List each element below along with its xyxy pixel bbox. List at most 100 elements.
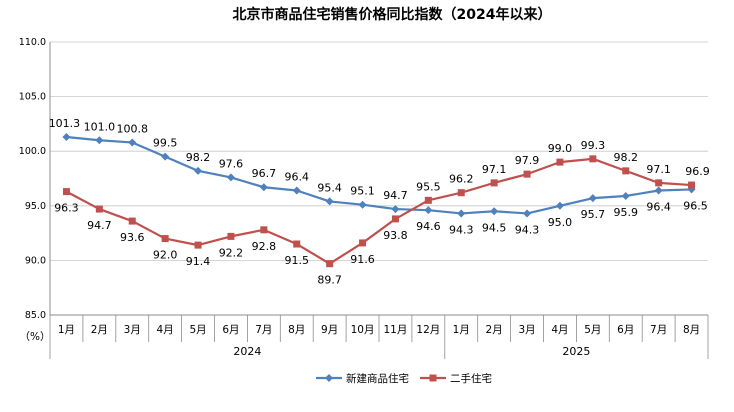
data-point	[260, 226, 268, 234]
data-label: 96.9	[685, 165, 710, 178]
data-label: 96.4	[646, 201, 671, 214]
data-point	[523, 209, 532, 218]
data-point	[391, 205, 400, 214]
data-point	[325, 197, 334, 206]
data-label: 91.5	[285, 254, 310, 267]
data-label: 92.0	[153, 249, 178, 262]
x-tick-label: 11月	[384, 324, 408, 336]
data-point	[161, 235, 169, 243]
y-tick-label: 100.0	[19, 146, 46, 157]
data-point	[194, 241, 202, 249]
legend-marker	[325, 374, 333, 382]
data-labels: 101.3 101.0 100.8 99.5 98.2 97.6 96.7 96.4 95.4 9…	[49, 117, 710, 287]
data-label: 96.2	[449, 173, 474, 186]
data-point	[391, 215, 399, 223]
x-tick-label: 9月	[321, 324, 338, 336]
data-point	[424, 196, 432, 204]
data-label: 96.7	[252, 167, 277, 180]
x-tick-label: 7月	[255, 324, 272, 336]
data-label: 96.3	[54, 202, 79, 215]
year-label: 2025	[562, 345, 590, 358]
data-point	[128, 217, 136, 225]
data-point	[227, 232, 235, 240]
data-label: 94.5	[482, 221, 507, 234]
x-tick-label: 1月	[58, 324, 75, 336]
x-tick-label: 1月	[453, 324, 470, 336]
data-label: 98.2	[186, 151, 211, 164]
series-line-0	[66, 135, 692, 215]
data-point	[259, 183, 268, 192]
y-tick-label: 95.0	[25, 201, 46, 212]
data-label: 95.4	[317, 181, 342, 194]
data-label: 99.3	[581, 139, 606, 152]
data-label: 92.8	[252, 240, 277, 253]
data-point	[490, 179, 498, 187]
data-label: 99.0	[548, 142, 573, 155]
data-point	[621, 191, 630, 200]
x-tick-label: 7月	[650, 324, 667, 336]
series-layer	[62, 133, 696, 268]
data-label: 97.9	[515, 154, 540, 167]
data-point	[161, 152, 170, 161]
data-point	[62, 188, 70, 196]
gridlines	[50, 41, 708, 261]
data-label: 93.6	[120, 231, 145, 244]
x-tick-label: 3月	[124, 324, 141, 336]
data-label: 97.1	[646, 163, 671, 176]
data-label: 95.0	[548, 216, 573, 229]
data-label: 101.0	[84, 120, 116, 133]
legend-label: 新建商品住宅	[346, 372, 409, 385]
data-point	[457, 209, 466, 218]
data-label: 96.5	[683, 199, 708, 212]
x-tick-label: 6月	[222, 324, 239, 336]
y-tick-label: 105.0	[19, 92, 46, 103]
data-point	[622, 167, 630, 175]
data-point	[588, 194, 597, 203]
year-label: 2024	[233, 345, 261, 358]
data-label: 96.4	[285, 171, 310, 184]
data-label: 94.6	[416, 220, 441, 233]
data-label: 94.7	[383, 189, 408, 202]
data-point	[655, 179, 663, 187]
data-label: 101.3	[49, 117, 81, 130]
data-label: 95.7	[581, 208, 606, 221]
data-point	[194, 166, 203, 175]
y-axis: 85.0 90.0 95.0 100.0 105.0 110.0	[19, 37, 51, 321]
legend-marker	[429, 374, 437, 382]
data-label: 91.4	[186, 255, 211, 268]
x-tick-label: 10月	[351, 324, 375, 336]
data-point	[523, 170, 531, 178]
data-point	[62, 133, 71, 142]
data-point	[293, 240, 301, 248]
x-tick-label: 12月	[416, 324, 440, 336]
data-point	[589, 155, 597, 163]
data-label: 95.5	[416, 180, 441, 193]
x-tick-label: 4月	[157, 324, 174, 336]
data-point	[457, 189, 465, 197]
data-point	[424, 206, 433, 215]
data-label: 95.9	[614, 206, 639, 219]
data-label: 94.7	[87, 219, 112, 232]
y-tick-label: 85.0	[25, 310, 46, 321]
data-point	[555, 201, 564, 210]
data-point	[95, 205, 103, 213]
data-label: 97.1	[482, 163, 507, 176]
series-line-1	[65, 157, 692, 265]
y-tick-label: 110.0	[19, 37, 46, 48]
chart-title: 北京市商品住宅销售价格同比指数（2024年以来）	[233, 6, 552, 23]
x-tick-label: 5月	[584, 324, 601, 336]
data-point	[556, 158, 564, 166]
y-unit-label: （%）	[20, 331, 51, 343]
data-label: 100.8	[117, 122, 149, 135]
x-tick-label: 3月	[518, 324, 535, 336]
data-point	[95, 136, 104, 145]
data-label: 97.6	[219, 157, 244, 170]
data-point	[292, 186, 301, 195]
data-point	[654, 186, 663, 195]
data-label: 89.7	[317, 274, 342, 287]
legend: 新建商品住宅 二手住宅	[316, 372, 492, 385]
data-label: 94.3	[515, 223, 540, 236]
x-tick-label: 5月	[189, 324, 206, 336]
data-point	[359, 239, 367, 247]
